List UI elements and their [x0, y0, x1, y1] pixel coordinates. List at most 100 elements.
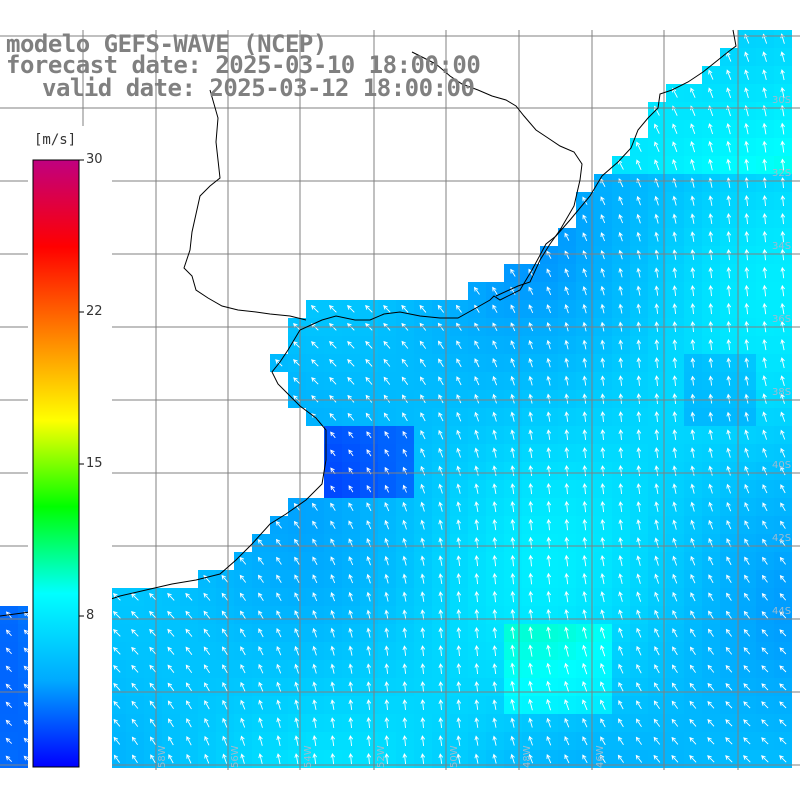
wind-arrow	[528, 429, 533, 440]
wind-arrow	[312, 627, 317, 638]
wind-arrow	[654, 501, 659, 512]
wind-arrow	[564, 572, 569, 585]
wind-arrow	[402, 717, 408, 728]
wind-arrow	[725, 682, 733, 691]
wind-arrow	[257, 574, 264, 583]
wind-arrow	[546, 572, 552, 585]
wind-arrow	[5, 737, 13, 744]
wind-arrow	[492, 447, 497, 458]
wind-arrow	[348, 574, 354, 584]
wind-arrow	[384, 555, 389, 566]
wind-arrow	[707, 701, 715, 709]
wind-arrow	[779, 683, 787, 691]
wind-arrow	[780, 520, 786, 529]
wind-arrow	[528, 357, 533, 368]
wind-arrow	[310, 305, 319, 313]
wind-arrow	[708, 411, 714, 422]
wind-arrow	[672, 141, 678, 153]
wind-arrow	[726, 195, 732, 206]
wind-arrow	[726, 284, 732, 297]
wind-arrow	[474, 735, 479, 746]
wind-arrow	[762, 87, 767, 99]
wind-arrow	[708, 195, 714, 206]
wind-arrow	[258, 717, 263, 728]
wind-arrow	[725, 646, 733, 655]
wind-arrow	[203, 646, 211, 656]
wind-arrow	[347, 394, 355, 403]
wind-arrow	[689, 737, 697, 745]
wind-arrow	[185, 628, 193, 637]
wind-arrow	[761, 592, 768, 601]
wind-arrow	[204, 753, 210, 764]
wind-arrow	[546, 608, 551, 621]
wind-arrow	[618, 231, 623, 242]
wind-arrow	[654, 393, 660, 404]
wind-arrow	[600, 754, 606, 763]
wind-arrow	[726, 592, 732, 601]
wind-arrow	[203, 592, 211, 601]
wind-arrow	[402, 430, 408, 439]
wind-arrow	[510, 753, 515, 764]
wind-arrow	[312, 520, 318, 529]
wind-arrow	[690, 123, 696, 135]
wind-arrow	[492, 663, 498, 675]
wind-arrow	[5, 647, 12, 655]
wind-arrow	[293, 520, 300, 529]
wind-arrow	[438, 429, 444, 440]
wind-arrow	[420, 519, 425, 530]
wind-arrow	[726, 230, 732, 243]
wind-arrow	[294, 574, 300, 584]
wind-arrow	[402, 501, 408, 512]
wind-arrow	[276, 735, 281, 746]
wind-arrow	[492, 590, 498, 603]
wind-arrow	[420, 735, 426, 746]
wind-arrow	[510, 393, 515, 404]
wind-arrow	[366, 645, 372, 656]
wind-arrow	[510, 644, 515, 657]
wind-arrow	[636, 465, 642, 477]
wind-arrow	[492, 340, 498, 350]
wind-arrow	[438, 717, 444, 728]
wind-arrow	[726, 375, 732, 386]
wind-arrow	[456, 645, 462, 657]
wind-arrow	[384, 573, 389, 584]
latitude-label: 32S	[772, 168, 791, 179]
wind-arrow	[492, 572, 498, 585]
wind-arrow	[762, 248, 768, 261]
wind-arrow	[744, 266, 750, 279]
wind-arrow	[672, 646, 678, 656]
wind-arrow	[546, 717, 551, 728]
wind-arrow	[384, 430, 390, 439]
wind-arrow	[528, 447, 534, 458]
wind-arrow	[492, 681, 498, 692]
wind-arrow	[456, 591, 462, 603]
wind-arrow	[347, 341, 355, 349]
wind-arrow	[780, 284, 785, 297]
wind-arrow	[582, 736, 588, 746]
wind-arrow	[420, 465, 426, 476]
wind-arrow	[564, 357, 569, 368]
wind-arrow	[564, 464, 570, 477]
wind-arrow	[312, 699, 317, 710]
wind-arrow	[708, 447, 713, 458]
wind-arrow	[636, 249, 641, 260]
wind-arrow	[492, 304, 498, 313]
wind-arrow	[618, 447, 624, 459]
wind-arrow	[546, 554, 552, 567]
wind-arrow	[744, 69, 749, 80]
wind-arrow	[726, 465, 731, 476]
wind-arrow	[438, 609, 444, 620]
wind-arrow	[654, 465, 660, 476]
wind-arrow	[636, 519, 641, 530]
wind-arrow	[528, 735, 533, 746]
wind-arrow	[707, 737, 715, 745]
wind-arrow	[780, 248, 786, 261]
wind-arrow	[726, 302, 732, 315]
wind-arrow	[636, 682, 642, 692]
wind-arrow	[402, 627, 408, 638]
wind-arrow	[708, 338, 714, 351]
wind-arrow	[636, 663, 642, 674]
wind-arrow	[456, 501, 461, 512]
wind-arrow	[347, 359, 355, 367]
wind-arrow	[131, 629, 139, 637]
